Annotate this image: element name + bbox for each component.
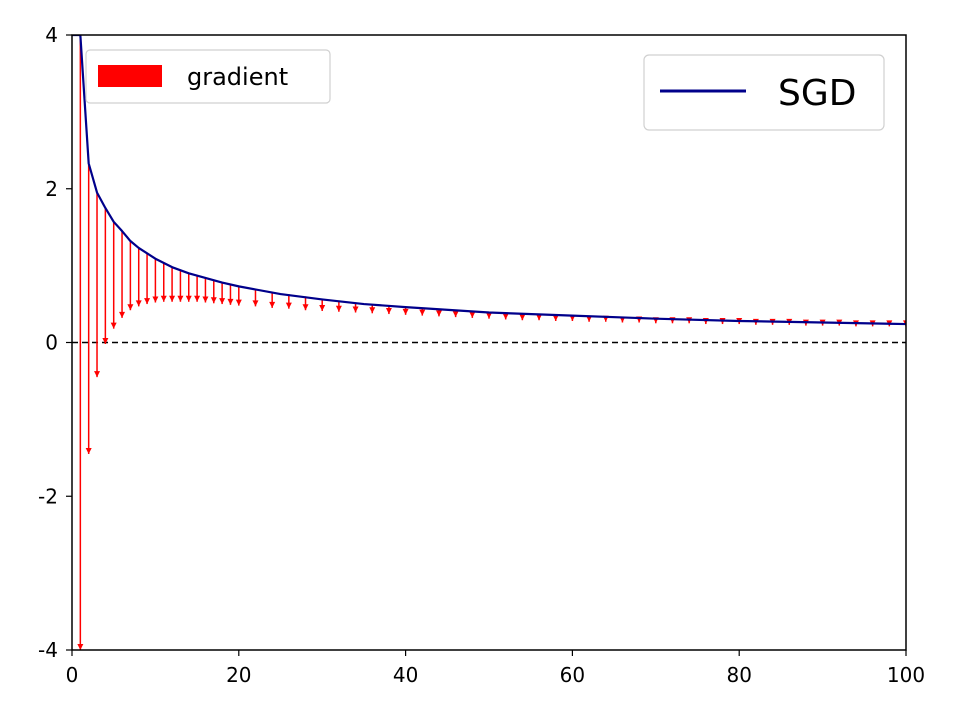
x-tick-label: 80 (726, 663, 751, 687)
gradient-arrow (302, 296, 309, 311)
gradient-arrow-head (402, 308, 409, 315)
gradient-arrow (94, 192, 101, 378)
legend-gradient: gradient (85, 49, 331, 104)
gradient-arrow (269, 291, 276, 308)
gradient-arrow (502, 313, 509, 320)
x-tick-label: 60 (560, 663, 585, 687)
gradient-arrow (419, 308, 426, 316)
gradient-arrow-head (519, 314, 526, 321)
gradient-arrow (119, 231, 126, 318)
gradient-arrow (127, 241, 134, 311)
gradient-arrow-head (385, 308, 392, 315)
gradient-arrow (185, 273, 192, 302)
x-axis-ticks: 0 20 40 60 80 100 (66, 650, 925, 687)
gradient-arrow-head (194, 295, 201, 302)
legend-sgd: SGD (643, 54, 885, 131)
gradient-arrow-head (110, 322, 117, 329)
gradient-arrow (77, 35, 84, 650)
gradient-arrow (160, 263, 167, 302)
gradient-arrow-head (85, 447, 92, 454)
gradient-arrow-head (102, 338, 109, 345)
y-axis-ticks: -4 -2 0 2 4 (38, 23, 72, 662)
gradient-arrow-head (285, 302, 292, 309)
gradient-arrow-head (352, 306, 359, 313)
gradient-arrow (177, 270, 184, 302)
gradient-arrow-head (302, 304, 309, 311)
y-tick-label: -2 (38, 484, 58, 508)
gradient-arrow-head (177, 295, 184, 302)
legend-sgd-box (643, 54, 885, 131)
gradient-arrow-head (227, 298, 234, 305)
gradient-arrow-head (119, 311, 126, 318)
x-tick-label: 0 (66, 663, 79, 687)
legend-gradient-box (85, 49, 331, 104)
gradient-arrow (102, 207, 109, 345)
gradient-arrow-head (319, 304, 326, 311)
gradient-arrow (519, 314, 526, 321)
legend-gradient-label: gradient (187, 63, 288, 91)
gradient-arrow (169, 267, 176, 302)
gradient-arrow-head (135, 300, 142, 307)
y-tick-label: 4 (45, 23, 58, 47)
gradient-arrow (469, 311, 476, 318)
gradient-arrow-head (219, 298, 226, 305)
gradient-arrow-head (169, 295, 176, 302)
y-tick-label: 0 (45, 331, 58, 355)
x-tick-label: 20 (226, 663, 251, 687)
sgd-line-layer (72, 35, 906, 326)
gradient-arrow-head (144, 298, 151, 305)
gradient-arrow (319, 299, 326, 311)
gradient-arrow-head (152, 296, 159, 303)
gradient-arrow-head (536, 314, 543, 321)
gradient-arrow (252, 289, 259, 307)
gradient-arrow-head (235, 299, 242, 306)
x-tick-label: 40 (393, 663, 418, 687)
x-tick-label: 100 (887, 663, 925, 687)
gradient-arrow (536, 314, 543, 321)
gradient-arrow (144, 253, 151, 305)
gradient-arrow (285, 294, 292, 309)
y-tick-label: 2 (45, 177, 58, 201)
gradient-arrow-head (435, 310, 442, 317)
gradient-arrow-head (202, 296, 209, 303)
sgd-series-line (72, 35, 906, 326)
gradient-arrow (135, 247, 142, 307)
gradient-arrow (335, 300, 342, 312)
gradient-arrow-head (419, 309, 426, 316)
gradient-arrow (227, 284, 234, 305)
gradient-arrow-head (185, 295, 192, 302)
gradient-arrow (402, 307, 409, 315)
gradient-arrow (210, 280, 217, 304)
gradient-arrow (235, 286, 242, 306)
gradient-arrow-head (210, 297, 217, 304)
gradient-arrow (552, 314, 559, 321)
gradient-arrow (219, 282, 226, 305)
gradient-arrow-head (127, 304, 134, 311)
gradient-arrow (110, 221, 117, 329)
gradient-arrow-head (252, 300, 259, 307)
gradient-arrow-head (552, 314, 559, 321)
gradient-arrow-head (269, 301, 276, 308)
gradient-arrow-head (486, 312, 492, 319)
gradient-arrow-head (502, 313, 509, 320)
gradient-arrow-head (94, 371, 101, 378)
gradient-arrow-head (369, 307, 376, 314)
legend-sgd-label: SGD (778, 73, 856, 114)
gradient-arrow (194, 275, 201, 302)
gradient-arrow-head (469, 311, 476, 318)
gradient-arrow-head (452, 311, 459, 318)
gradient-arrows (77, 35, 906, 650)
legend-gradient-swatch (98, 65, 162, 87)
gradient-arrow-head (77, 644, 84, 650)
gradient-arrow (85, 163, 92, 454)
gradient-arrow-head (335, 305, 342, 312)
y-tick-label: -4 (38, 638, 58, 662)
gradient-arrow (202, 277, 209, 303)
gradient-arrow (152, 258, 159, 303)
gradient-arrow (435, 309, 442, 317)
gradient-arrow-head (160, 295, 167, 302)
